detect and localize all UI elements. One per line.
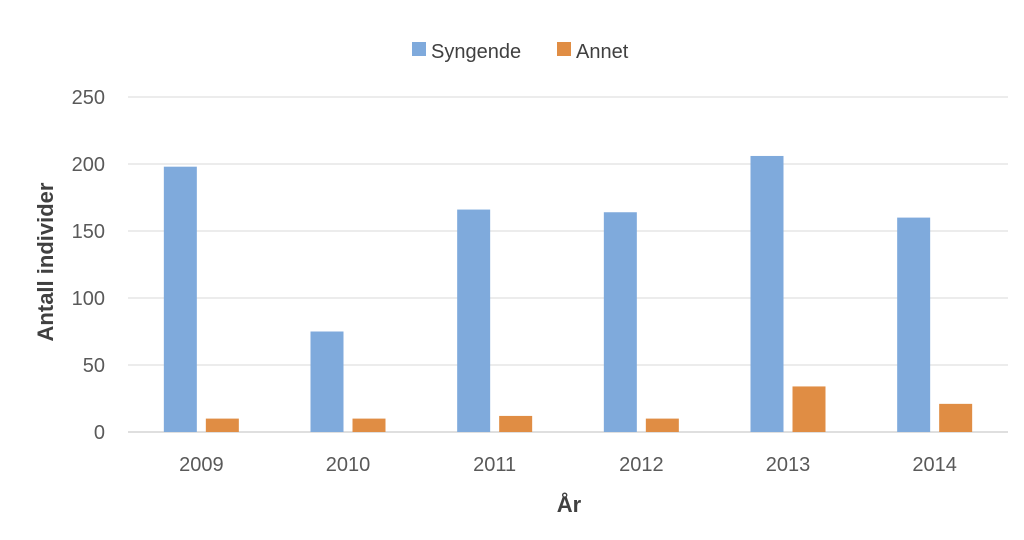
y-axis-title: Antall individer — [33, 182, 58, 341]
legend-label-syngende: Syngende — [431, 41, 521, 63]
bar-annet-2013 — [792, 386, 826, 432]
bar-annet-2011 — [499, 415, 533, 432]
bar-annet-2014 — [939, 403, 973, 432]
bar-annet-2012 — [645, 418, 679, 432]
gridlines — [128, 96, 1008, 433]
y-tick-label: 250 — [72, 87, 105, 109]
x-tick-label: 2013 — [766, 454, 811, 476]
bar-syngende-2014 — [897, 217, 931, 432]
x-tick-label: 2014 — [912, 454, 957, 476]
legend-label-annet: Annet — [576, 41, 629, 63]
bar-syngende-2009 — [163, 166, 197, 432]
x-axis-ticks: 2009 2010 2011 2012 2013 2014 — [179, 454, 957, 476]
bar-syngende-2010 — [310, 331, 344, 432]
legend-swatch-annet — [557, 42, 571, 56]
x-axis-title: År — [557, 491, 582, 517]
x-tick-label: 2009 — [179, 454, 224, 476]
bar-syngende-2011 — [457, 209, 491, 432]
y-axis-ticks: 0 50 100 150 200 250 — [72, 87, 105, 444]
x-tick-label: 2012 — [619, 454, 664, 476]
legend: Syngende Annet — [412, 41, 629, 63]
y-tick-label: 200 — [72, 154, 105, 176]
x-tick-label: 2010 — [326, 454, 371, 476]
x-tick-label: 2011 — [473, 454, 516, 476]
y-tick-label: 100 — [72, 288, 105, 310]
bar-annet-2009 — [205, 418, 239, 432]
bar-syngende-2012 — [603, 212, 637, 432]
y-tick-label: 150 — [72, 221, 105, 243]
bar-annet-2010 — [352, 418, 386, 432]
legend-swatch-syngende — [412, 42, 426, 56]
y-tick-label: 50 — [83, 355, 105, 377]
bar-syngende-2013 — [750, 155, 784, 432]
bars — [163, 155, 973, 432]
y-tick-label: 0 — [94, 422, 105, 444]
